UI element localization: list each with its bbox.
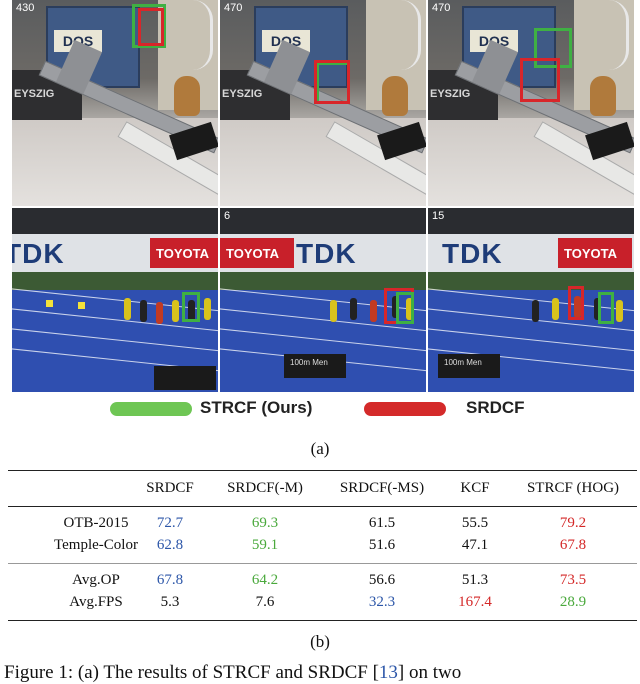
frame-number: 15 — [432, 210, 445, 222]
table-mid-rule — [8, 563, 637, 564]
strcf-box — [182, 292, 200, 322]
figure-caption-suffix: ] on two — [397, 662, 462, 683]
ad-label: TOYOTA — [564, 246, 617, 261]
table-row-label: OTB-2015 — [63, 515, 129, 531]
table-cell: 55.5 — [461, 515, 489, 531]
table-header-rule — [8, 506, 637, 507]
tape-label: EYSZIG — [430, 88, 471, 100]
table-row-label: Avg.OP — [72, 572, 120, 588]
board-label: 100m Men — [290, 358, 328, 367]
table-cell: 61.5 — [368, 515, 396, 531]
sponsor-label: TDK — [442, 238, 503, 269]
srdcf-box — [314, 60, 350, 104]
figure-caption-ref[interactable]: 13 — [378, 662, 398, 683]
table-cell: 59.1 — [251, 537, 279, 553]
subfigure-caption-a: (a) — [310, 439, 330, 458]
table-bottom-rule — [8, 620, 637, 621]
tape-label: EYSZIG — [222, 88, 263, 100]
strcf-box — [396, 292, 414, 324]
frame-race-1: TDK TOYOTA — [12, 208, 218, 392]
table-cell: 79.2 — [559, 515, 587, 531]
figure-caption-prefix: Figure 1: — [4, 662, 74, 683]
srdcf-box — [138, 8, 164, 46]
ad-label: TOYOTA — [226, 246, 279, 261]
subfigure-caption-b: (b) — [310, 632, 330, 651]
strcf-box — [598, 292, 614, 324]
srdcf-box — [520, 58, 560, 102]
table-cell: 72.7 — [156, 515, 184, 531]
frame-race-3: TDK TOYOTA 100m Men 15 — [428, 208, 634, 392]
sponsor-label: TDK — [12, 238, 65, 269]
table-header-cell: SRDCF(-M) — [227, 480, 303, 496]
table-top-rule — [8, 470, 637, 471]
table-header-cell: KCF — [460, 480, 490, 496]
frame-workshop-3: DOS EYSZIG 470 — [428, 0, 634, 206]
strcf-box — [534, 28, 572, 68]
table-row-label: Temple-Color — [54, 537, 138, 553]
frame-race-2: TOYOTA TDK 100m Men 6 — [220, 208, 426, 392]
legend-swatch-srdcf — [364, 402, 446, 416]
table-row-label: Avg.FPS — [69, 594, 123, 610]
tape-label: EYSZIG — [14, 88, 55, 100]
figure-caption-text: (a) The results of STRCF and SRDCF [ — [73, 662, 379, 683]
table-header-cell: STRCF (HOG) — [526, 480, 620, 496]
table-cell: 51.6 — [368, 537, 396, 553]
table-cell: 64.2 — [251, 572, 279, 588]
table-header-cell: SRDCF — [146, 480, 194, 496]
board-label: 100m Men — [444, 358, 482, 367]
table-header-cell: SRDCF(-MS) — [339, 480, 425, 496]
legend-label-strcf: STRCF (Ours) — [200, 398, 313, 417]
legend-label-srdcf: SRDCF — [466, 398, 525, 417]
tracking-frames: DOS EYSZIG 430 DOS EYSZIG 470 DOS EYSZIG… — [12, 0, 636, 392]
figure-caption: Figure 1: (a) The results of STRCF and S… — [4, 662, 461, 684]
table-cell: 67.8 — [559, 537, 587, 553]
table-cell: 5.3 — [160, 594, 180, 610]
table-cell: 67.8 — [156, 572, 184, 588]
frame-workshop-2: DOS EYSZIG 470 — [220, 0, 426, 206]
table-cell: 167.4 — [458, 594, 492, 610]
table-cell: 32.3 — [368, 594, 396, 610]
frame-workshop-1: DOS EYSZIG 430 — [12, 0, 218, 206]
frame-number: 470 — [432, 2, 451, 14]
sponsor-label: TDK — [296, 238, 357, 269]
frame-number: 6 — [224, 210, 231, 222]
table-cell: 51.3 — [461, 572, 489, 588]
table-cell: 56.6 — [368, 572, 396, 588]
legend: STRCF (Ours) SRDCF — [0, 398, 640, 422]
frame-number: 470 — [224, 2, 243, 14]
srdcf-box — [568, 286, 584, 320]
frame-number: 430 — [16, 2, 35, 14]
ad-label: TOYOTA — [156, 246, 209, 261]
table-cell: 69.3 — [251, 515, 279, 531]
strcf-box — [132, 4, 166, 48]
table-cell: 62.8 — [156, 537, 184, 553]
table-cell: 73.5 — [559, 572, 587, 588]
table-cell: 7.6 — [255, 594, 275, 610]
table-cell: 47.1 — [461, 537, 489, 553]
legend-swatch-strcf — [110, 402, 192, 416]
table-cell: 28.9 — [559, 594, 587, 610]
